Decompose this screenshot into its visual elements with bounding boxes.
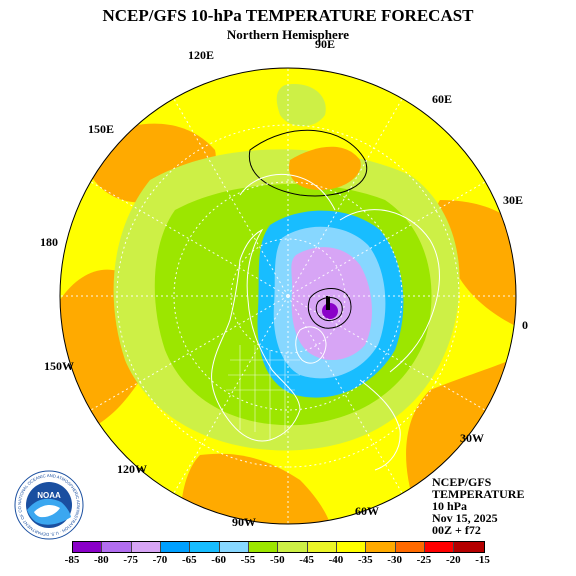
legend-tick-label: -50: [269, 554, 285, 566]
legend-swatch: [73, 542, 103, 552]
legend-swatch: [336, 542, 367, 552]
map-title: NCEP/GFS 10-hPa TEMPERATURE FORECAST: [102, 6, 474, 25]
field-orange-inner-north: [289, 146, 361, 190]
coastline-eurasia: [339, 209, 440, 373]
legend-swatch: [190, 542, 220, 552]
coastline-europe: [359, 379, 401, 471]
contour-north: [248, 129, 368, 197]
noaa-logo: NATIONAL OCEANIC AND ATMOSPHERIC ADMINIS…: [14, 470, 84, 540]
info-model: NCEP/GFS: [432, 475, 492, 489]
lon-label-60w: 60W: [355, 504, 379, 518]
lon-label-120e: 120E: [188, 48, 215, 62]
color-legend: -85 -80 -75 -70 -65 -60 -55 -50 -45 -40 -35 -30 -25 -…: [65, 541, 490, 567]
legend-swatch: [454, 542, 484, 552]
legend-color-bar: [72, 541, 485, 553]
coastline-north-america: [211, 228, 301, 442]
legend-ticks: -85 -80 -75 -70 -65 -60 -55 -50 -45 -40 -35 -30 -25 -…: [65, 553, 490, 567]
legend-swatch: [424, 542, 455, 552]
lon-label-30e: 30E: [503, 193, 524, 207]
legend-swatch: [278, 542, 308, 552]
lon-label-150w: 150W: [44, 359, 74, 373]
cold-core-marker: [326, 296, 330, 310]
legend-tick-label: -30: [387, 554, 402, 566]
legend-swatch: [366, 542, 396, 552]
legend-swatch: [102, 542, 132, 552]
lon-label-60e: 60E: [432, 92, 453, 106]
field-orange-south: [180, 453, 330, 524]
legend-swatch: [395, 542, 425, 552]
lon-label-90e: 90E: [315, 37, 336, 51]
legend-tick-label: -55: [240, 554, 256, 566]
contour-core-1: [307, 288, 352, 329]
lon-label-0: 0: [522, 318, 528, 332]
legend-tick-label: -75: [123, 554, 138, 566]
legend-swatch: [160, 542, 191, 552]
coastline-greenland: [295, 326, 327, 364]
legend-tick-label: -35: [357, 554, 373, 566]
info-variable: TEMPERATURE: [432, 487, 525, 501]
lon-label-150e: 150E: [88, 122, 115, 136]
legend-tick-label: -80: [93, 554, 109, 566]
lon-label-180: 180: [40, 235, 58, 249]
legend-tick-label: -65: [181, 554, 197, 566]
field-orange-east: [436, 200, 516, 330]
forecast-info: NCEP/GFS TEMPERATURE 10 hPa Nov 15, 2025…: [432, 476, 524, 536]
legend-swatch: [248, 542, 279, 552]
legend-tick-label: -40: [328, 554, 344, 566]
lon-label-30w: 30W: [460, 431, 484, 445]
legend-swatch: [131, 542, 161, 552]
lon-label-120w: 120W: [117, 462, 147, 476]
info-forecast-hour: 00Z + f72: [432, 523, 481, 537]
map-subtitle: Northern Hemisphere: [226, 27, 350, 42]
legend-tick-label: -25: [416, 554, 432, 566]
us-state-borders: [226, 345, 300, 440]
legend-tick-label: -70: [152, 554, 168, 566]
legend-swatch: [219, 542, 249, 552]
info-date: Nov 15, 2025: [432, 511, 498, 525]
contour-lines: [248, 129, 368, 329]
legend-tick-label: -15: [475, 554, 490, 566]
field-light-green-north: [276, 84, 326, 127]
legend-tick-label: -60: [211, 554, 226, 566]
coastline-asia-east: [239, 173, 336, 211]
contour-core-2: [315, 297, 343, 321]
map-border: [59, 67, 517, 525]
noaa-logo-wordmark: NOAA: [37, 491, 61, 500]
legend-swatch: [307, 542, 337, 552]
graticule: [60, 68, 516, 524]
legend-tick-label: -45: [299, 554, 314, 566]
lon-label-90w: 90W: [232, 515, 256, 529]
info-level: 10 hPa: [432, 499, 468, 513]
legend-tick-label: -85: [64, 554, 80, 566]
legend-tick-label: -20: [445, 554, 461, 566]
coastlines: [211, 173, 440, 471]
